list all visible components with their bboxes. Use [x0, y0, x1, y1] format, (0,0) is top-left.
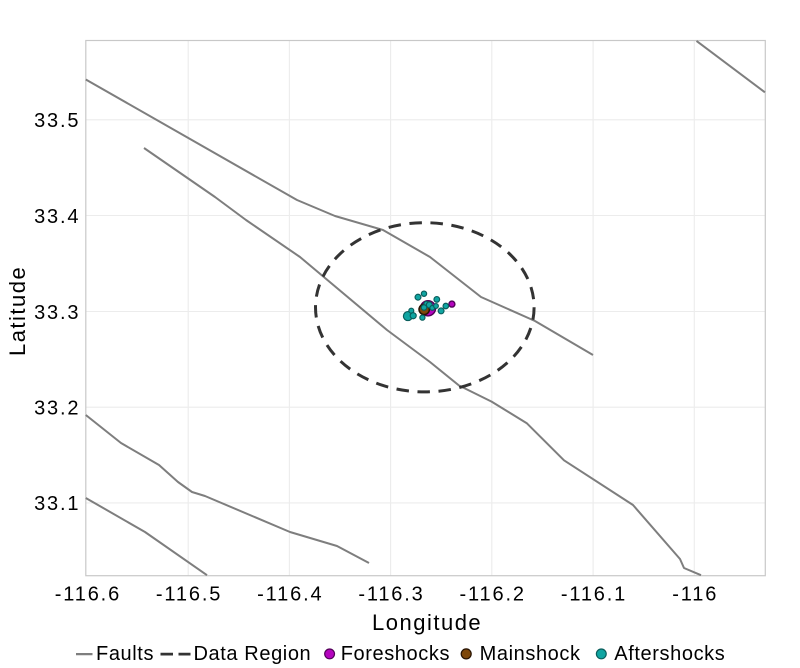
svg-text:-116.1: -116.1	[561, 583, 627, 605]
svg-text:33.5: 33.5	[34, 110, 80, 132]
svg-text:Data Region: Data Region	[194, 643, 312, 665]
svg-text:Longitude: Longitude	[372, 610, 482, 635]
svg-text:Faults: Faults	[96, 643, 154, 665]
svg-text:33.1: 33.1	[34, 493, 80, 515]
svg-text:-116.4: -116.4	[257, 583, 323, 605]
svg-text:Aftershocks: Aftershocks	[614, 643, 725, 665]
svg-text:33.4: 33.4	[34, 206, 80, 228]
svg-text:Latitude: Latitude	[5, 266, 30, 356]
svg-text:-116.6: -116.6	[55, 583, 121, 605]
svg-text:-116.5: -116.5	[156, 583, 222, 605]
svg-text:Mainshock: Mainshock	[480, 643, 581, 665]
svg-text:-116.3: -116.3	[358, 583, 424, 605]
svg-text:33.3: 33.3	[34, 302, 80, 324]
svg-text:-116.2: -116.2	[460, 583, 526, 605]
svg-text:Foreshocks: Foreshocks	[341, 643, 450, 665]
svg-text:33.2: 33.2	[34, 398, 80, 420]
svg-text:-116: -116	[672, 583, 718, 605]
